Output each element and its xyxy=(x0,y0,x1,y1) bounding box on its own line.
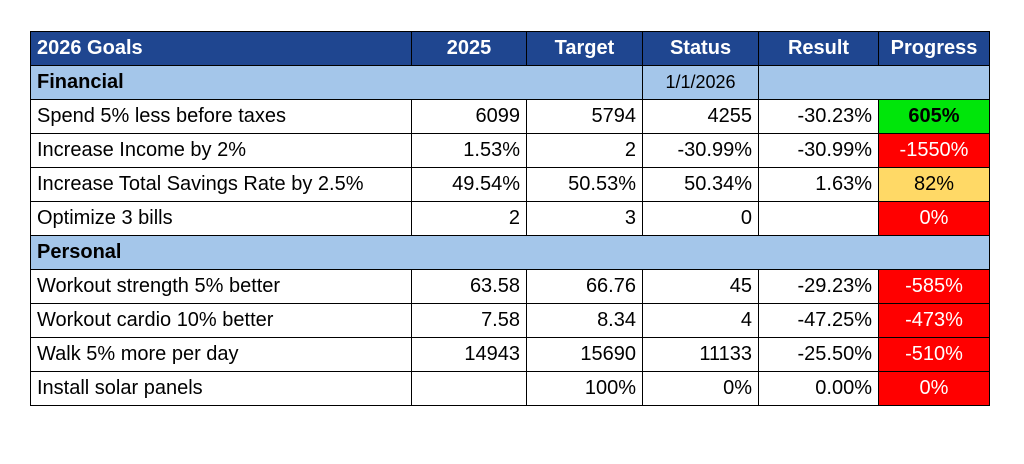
table-row: Spend 5% less before taxes 6099 5794 425… xyxy=(30,99,990,134)
progress-cell: 0% xyxy=(878,371,990,406)
table-title: 2026 Goals xyxy=(30,31,412,66)
section-filler xyxy=(758,65,990,100)
target-cell: 100% xyxy=(526,371,643,406)
col-header-target: Target xyxy=(526,31,643,66)
result-cell: -47.25% xyxy=(758,303,879,338)
value-2025-cell xyxy=(411,371,527,406)
target-cell: 8.34 xyxy=(526,303,643,338)
target-cell: 50.53% xyxy=(526,167,643,202)
table-row: Increase Income by 2% 1.53% 2 -30.99% -3… xyxy=(30,133,990,168)
progress-cell: -585% xyxy=(878,269,990,304)
table-row: Workout cardio 10% better 7.58 8.34 4 -4… xyxy=(30,303,990,338)
result-cell: -30.99% xyxy=(758,133,879,168)
progress-cell: 0% xyxy=(878,201,990,236)
goal-cell: Walk 5% more per day xyxy=(30,337,412,372)
value-2025-cell: 2 xyxy=(411,201,527,236)
section-label-personal: Personal xyxy=(30,235,990,270)
status-cell: 4 xyxy=(642,303,759,338)
target-cell: 15690 xyxy=(526,337,643,372)
progress-cell: -1550% xyxy=(878,133,990,168)
result-cell: 1.63% xyxy=(758,167,879,202)
result-cell: -25.50% xyxy=(758,337,879,372)
value-2025-cell: 6099 xyxy=(411,99,527,134)
target-cell: 66.76 xyxy=(526,269,643,304)
col-header-result: Result xyxy=(758,31,879,66)
status-date: 1/1/2026 xyxy=(642,65,759,100)
result-cell xyxy=(758,201,879,236)
goal-cell: Increase Income by 2% xyxy=(30,133,412,168)
goal-cell: Spend 5% less before taxes xyxy=(30,99,412,134)
status-cell: 45 xyxy=(642,269,759,304)
col-header-status: Status xyxy=(642,31,759,66)
goal-cell: Optimize 3 bills xyxy=(30,201,412,236)
status-cell: 4255 xyxy=(642,99,759,134)
value-2025-cell: 14943 xyxy=(411,337,527,372)
table-row: Optimize 3 bills 2 3 0 0% xyxy=(30,201,990,236)
goal-cell: Increase Total Savings Rate by 2.5% xyxy=(30,167,412,202)
status-cell: 11133 xyxy=(642,337,759,372)
value-2025-cell: 63.58 xyxy=(411,269,527,304)
col-header-2025: 2025 xyxy=(411,31,527,66)
progress-cell: -473% xyxy=(878,303,990,338)
table-row: Walk 5% more per day 14943 15690 11133 -… xyxy=(30,337,990,372)
status-cell: 50.34% xyxy=(642,167,759,202)
table-row: Workout strength 5% better 63.58 66.76 4… xyxy=(30,269,990,304)
section-row-personal: Personal xyxy=(30,235,990,270)
result-cell: -30.23% xyxy=(758,99,879,134)
progress-cell: 605% xyxy=(878,99,990,134)
col-header-progress: Progress xyxy=(878,31,990,66)
progress-cell: 82% xyxy=(878,167,990,202)
goal-cell: Install solar panels xyxy=(30,371,412,406)
result-cell: 0.00% xyxy=(758,371,879,406)
status-cell: -30.99% xyxy=(642,133,759,168)
table-row: Install solar panels 100% 0% 0.00% 0% xyxy=(30,371,990,406)
target-cell: 5794 xyxy=(526,99,643,134)
target-cell: 2 xyxy=(526,133,643,168)
goal-cell: Workout cardio 10% better xyxy=(30,303,412,338)
progress-cell: -510% xyxy=(878,337,990,372)
table-row: Increase Total Savings Rate by 2.5% 49.5… xyxy=(30,167,990,202)
status-cell: 0% xyxy=(642,371,759,406)
value-2025-cell: 49.54% xyxy=(411,167,527,202)
value-2025-cell: 7.58 xyxy=(411,303,527,338)
header-row: 2026 Goals 2025 Target Status Result Pro… xyxy=(30,31,990,66)
status-cell: 0 xyxy=(642,201,759,236)
value-2025-cell: 1.53% xyxy=(411,133,527,168)
section-row-financial: Financial 1/1/2026 xyxy=(30,65,990,100)
target-cell: 3 xyxy=(526,201,643,236)
goal-cell: Workout strength 5% better xyxy=(30,269,412,304)
result-cell: -29.23% xyxy=(758,269,879,304)
section-label-financial: Financial xyxy=(30,65,643,100)
goals-table: 2026 Goals 2025 Target Status Result Pro… xyxy=(30,31,990,406)
